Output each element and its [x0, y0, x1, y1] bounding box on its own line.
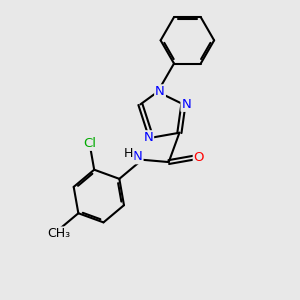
Text: N: N [133, 150, 142, 163]
Text: Cl: Cl [83, 137, 96, 150]
Text: CH₃: CH₃ [47, 227, 70, 240]
Text: N: N [182, 98, 191, 111]
Text: N: N [143, 131, 153, 144]
Text: N: N [155, 85, 165, 98]
Text: H: H [124, 147, 134, 160]
Text: O: O [194, 151, 204, 164]
